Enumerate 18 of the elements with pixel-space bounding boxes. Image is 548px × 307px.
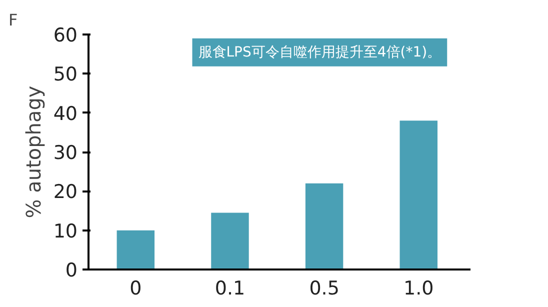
bar	[305, 183, 344, 270]
y-tick-label: 60	[53, 24, 78, 46]
x-tick-label: 0	[130, 278, 142, 300]
y-tick-label: 50	[53, 64, 78, 86]
x-tick-label: 1.0	[404, 278, 434, 300]
annotation: 服食LPS可令自噬作用提升至4倍(*1)。	[198, 44, 442, 60]
bar	[400, 120, 438, 270]
bar	[116, 230, 155, 270]
chart-title: F	[8, 10, 18, 30]
bar	[211, 212, 249, 270]
y-tick-label: 20	[53, 181, 78, 204]
y-tick-label: 40	[53, 102, 78, 125]
x-tick-label: 0.5	[309, 278, 340, 300]
y-axis-title: % autophagy	[21, 86, 46, 218]
y-tick-label: 30	[53, 142, 78, 164]
y-tick-label: 10	[53, 220, 78, 242]
y-tick-label: 0	[65, 260, 78, 282]
x-tick-label: 0.1	[214, 278, 246, 300]
